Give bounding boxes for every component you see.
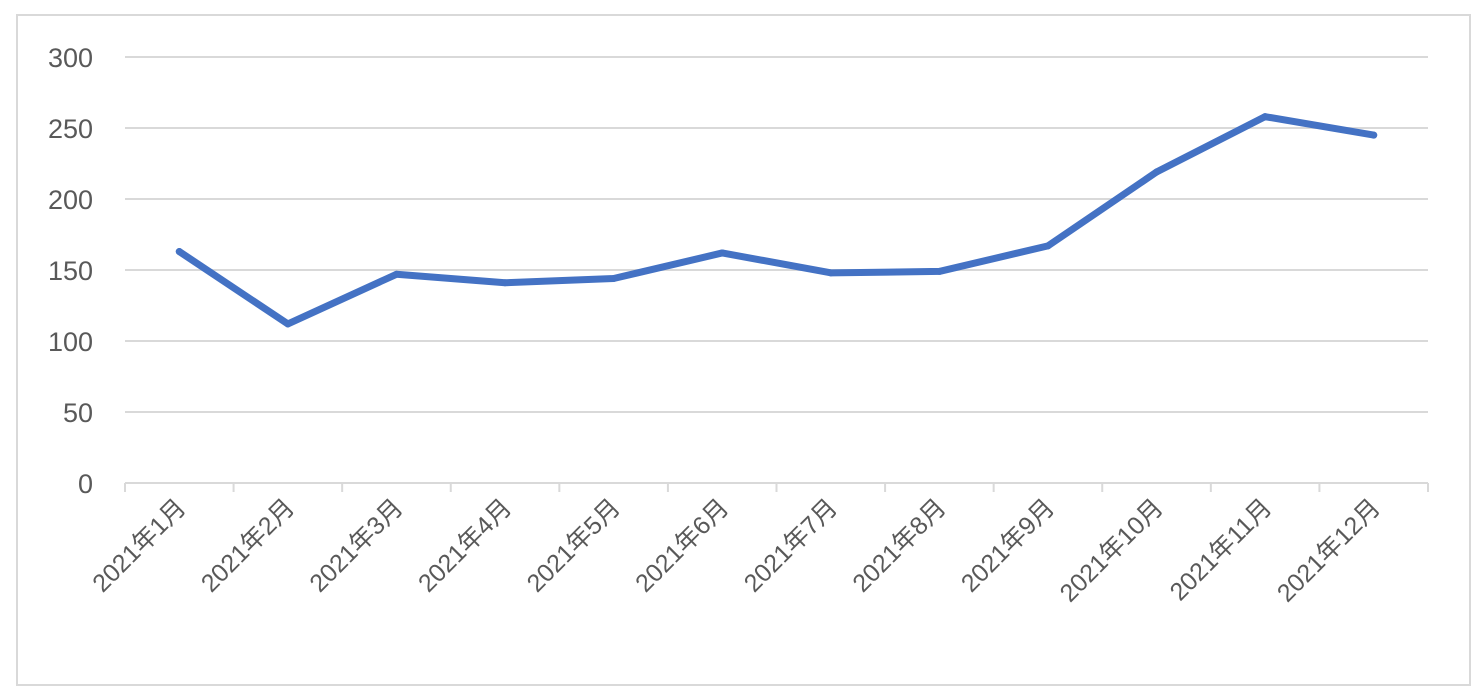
y-tick-label: 0 [78, 469, 93, 499]
data-point [1370, 131, 1378, 139]
y-tick-label: 100 [48, 327, 93, 357]
x-tick-label: 2021年7月 [739, 493, 843, 597]
x-tick-label: 2021年9月 [956, 493, 1060, 597]
x-tick-label: 2021年2月 [196, 493, 300, 597]
y-tick-label: 250 [48, 114, 93, 144]
gridlines [125, 56, 1428, 413]
chart-frame [16, 14, 1471, 686]
x-tick-label: 2021年3月 [304, 493, 408, 597]
data-point [610, 275, 618, 283]
x-tick-label: 2021年1月 [87, 493, 191, 597]
y-tick-label: 200 [48, 185, 93, 215]
x-tick-label: 2021年10月 [1055, 493, 1169, 607]
data-point [1261, 113, 1269, 121]
data-point [284, 320, 292, 328]
y-tick-label: 150 [48, 256, 93, 286]
data-point [175, 248, 183, 256]
x-axis [124, 482, 1429, 492]
x-tick-label: 2021年6月 [630, 493, 734, 597]
x-axis-tick-labels: 2021年1月 2021年2月 2021年3月 2021年4月 2021年5月 2021年… [87, 493, 1386, 607]
data-point [935, 267, 943, 275]
x-tick-label: 2021年8月 [847, 493, 951, 597]
data-point [1153, 168, 1161, 176]
series-layer [175, 113, 1378, 328]
data-point [1044, 242, 1052, 250]
data-point [392, 270, 400, 278]
data-point [827, 269, 835, 277]
x-tick-label: 2021年4月 [413, 493, 517, 597]
y-axis-tick-labels: 0 50 100 150 200 250 300 [48, 43, 93, 499]
y-tick-label: 50 [63, 398, 93, 428]
series-line [175, 113, 1378, 328]
data-point [718, 249, 726, 257]
x-tick-label: 2021年5月 [522, 493, 626, 597]
x-tick-label: 2021年11月 [1165, 493, 1278, 606]
data-point [501, 279, 509, 287]
y-tick-label: 300 [48, 43, 93, 73]
x-tick-label: 2021年12月 [1272, 493, 1386, 607]
